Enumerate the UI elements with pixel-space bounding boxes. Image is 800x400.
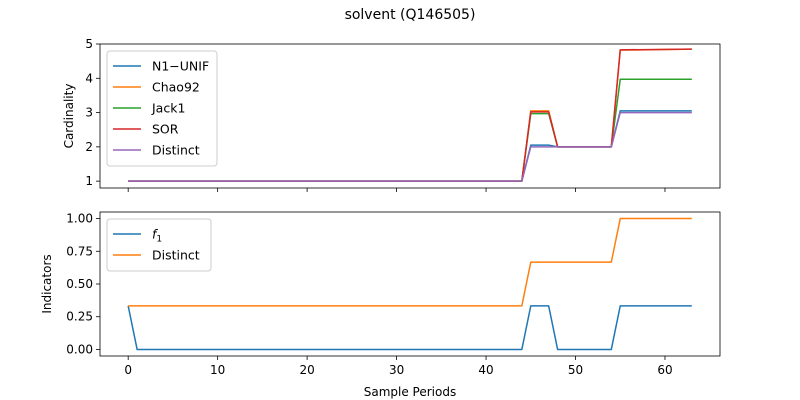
figure-title: solvent (Q146505) [345,7,476,23]
legend-box-1 [106,218,212,272]
legend-0: N1−UNIF Chao92 Jack1 SOR Distinct [106,50,218,167]
legend-label-1-0: f1 [152,227,162,245]
x-axis-label: Sample Periods [364,385,456,399]
legend-label-1-1: Distinct [152,248,200,263]
y-tick-label-1-1: 0.25 [66,310,93,324]
y-tick-label-0-4: 5 [85,37,93,51]
x-tick-label-3: 30 [389,363,404,377]
legend-label-0-2: Jack1 [151,101,185,116]
y-axis-label-1: Indicators [40,254,54,313]
plot-frame-0 [99,43,721,189]
legend-label-0-1: Chao92 [152,80,200,95]
legend-label-0-0: N1−UNIF [152,59,209,74]
x-tick-label-0: 0 [124,363,132,377]
indicators-panel: 0 10 20 30 40 50 60 0.00 0.25 0.50 0.75 1.00 Indicat… [40,212,721,377]
x-tick-label-1: 10 [210,363,225,377]
y-tick-label-0-3: 4 [85,71,93,85]
cardinality-panel: 1 2 3 4 5 Cardinality N1−UNIF Chao92 Jack1 SOR Dis… [62,37,721,192]
series-line-0-4 [128,111,692,182]
y-tick-label-1-3: 0.75 [66,244,93,258]
y-tick-label-0-1: 2 [85,140,93,154]
series-line-0-3 [128,48,692,182]
y-tick-label-0-2: 3 [85,106,93,120]
x-tick-label-5: 50 [568,363,583,377]
series-line-1-0 [127,305,692,351]
y-tick-label-1-2: 0.50 [66,277,93,291]
series-line-1-1 [128,217,692,307]
legend-label-0-3: SOR [152,122,179,137]
y-axis-label-0: Cardinality [62,84,76,149]
legend-box-0 [106,50,218,167]
x-tick-label-2: 20 [299,363,314,377]
y-tick-label-1-0: 0.00 [66,342,93,356]
x-tick-label-4: 40 [478,363,493,377]
x-tick-label-6: 60 [657,363,672,377]
y-tick-label-0-0: 1 [85,174,93,188]
y-tick-label-1-4: 1.00 [66,212,93,226]
legend-label-0-4: Distinct [152,143,200,158]
legend-1: f1 Distinct [106,218,212,272]
